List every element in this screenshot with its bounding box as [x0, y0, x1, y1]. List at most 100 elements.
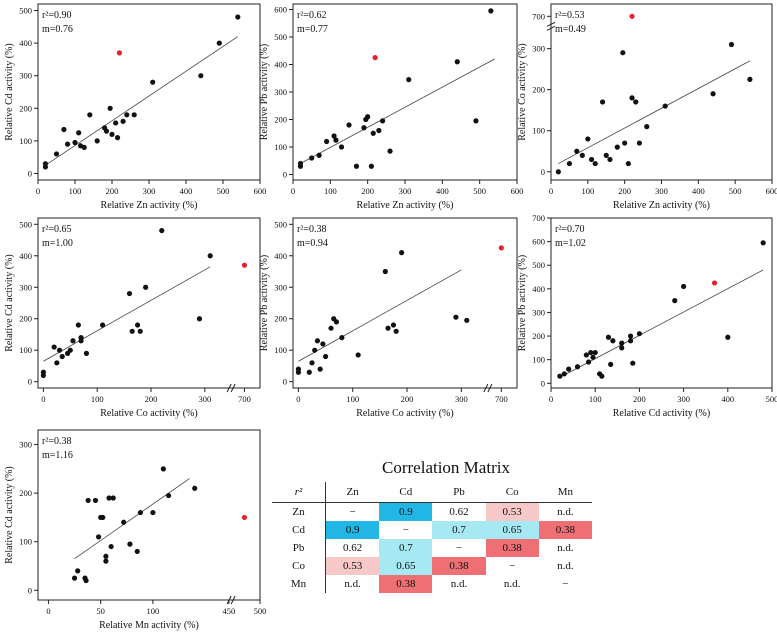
data-point	[309, 155, 315, 161]
data-point	[583, 352, 589, 358]
data-point	[473, 118, 479, 124]
y-axis-label: Relative Cd activity (%)	[4, 43, 15, 140]
plot-frame	[292, 217, 518, 389]
correlation-matrix: Correlation Matrix r² Zn Cd Pb Co Mn Zn …	[272, 458, 592, 593]
x-tick-label: 400	[180, 186, 193, 196]
data-point	[574, 364, 581, 370]
y-tick-label: 200	[532, 85, 545, 95]
data-point	[51, 344, 57, 350]
data-point	[42, 164, 49, 170]
y-tick-label: 100	[19, 136, 32, 146]
y-tick-label: 0	[28, 585, 32, 595]
data-point	[131, 112, 137, 118]
data-point	[100, 514, 106, 521]
matrix-row-co: Co 0.53 0.65 0.38 − n.d.	[272, 557, 592, 575]
data-point	[314, 338, 321, 344]
matrix-row-cd: Cd 0.9 − 0.7 0.65 0.38	[272, 521, 592, 539]
outlier-point	[372, 55, 378, 61]
r-squared-label: r²=0.38	[42, 436, 71, 447]
data-point	[83, 350, 90, 356]
data-point	[629, 95, 635, 101]
x-tick-label: 0	[41, 394, 45, 404]
matrix-col-co: Co	[485, 482, 539, 503]
x-axis-label: Relative Cd activity (%)	[613, 408, 710, 419]
y-tick-label: 400	[532, 284, 545, 294]
matrix-cell: n.d.	[503, 578, 521, 590]
y-axis-label: Relative Cd activity (%)	[4, 254, 15, 351]
y-tick-label: 100	[19, 537, 32, 547]
data-point	[124, 112, 130, 118]
data-point	[192, 485, 198, 491]
data-point	[339, 335, 345, 341]
y-tick-label: 0	[283, 170, 287, 180]
x-tick-label: 600	[766, 186, 777, 196]
data-point	[54, 360, 60, 366]
scatter-panel-d: 0 100 200 300 0 100 200 300 400 500 700 r²=0.65 m=1.…	[4, 217, 261, 419]
y-tick-label: 0	[28, 377, 32, 387]
y-tick-label: 100	[532, 126, 545, 136]
data-point	[109, 131, 115, 137]
y-tick-label: 0	[283, 377, 287, 387]
data-point	[113, 120, 119, 126]
matrix-cell: 0.65	[379, 557, 433, 575]
x-axis-label: Relative Mn activity (%)	[99, 620, 199, 631]
data-point	[159, 227, 165, 234]
data-point	[94, 138, 100, 144]
data-point	[390, 322, 397, 328]
y-tick-label: 700	[532, 213, 545, 223]
data-point	[137, 509, 143, 516]
regression-line	[45, 36, 239, 166]
y-tick-label: 100	[19, 345, 32, 355]
x-tick-label: 200	[618, 186, 631, 196]
matrix-col-pb: Pb	[432, 482, 486, 503]
x-tick-label: 450	[223, 606, 236, 616]
matrix-row-label: Co	[272, 557, 327, 575]
data-point	[592, 349, 598, 356]
data-point	[53, 151, 60, 157]
data-point	[662, 103, 668, 109]
outlier-point	[498, 245, 504, 251]
data-point	[75, 322, 81, 328]
matrix-row-label: Cd	[272, 521, 327, 539]
y-axis-label: Relative Pb activity (%)	[259, 44, 270, 140]
data-point	[56, 347, 63, 353]
x-tick-label: 300	[677, 394, 690, 404]
y-axis-label: Relative Co activity (%)	[517, 43, 528, 140]
data-point	[72, 139, 78, 146]
matrix-row-label: Zn	[272, 502, 327, 521]
matrix-cell: 0.62	[449, 506, 469, 518]
y-axis-break-mark	[546, 21, 556, 27]
data-point	[207, 253, 213, 259]
y-tick-label: 500	[532, 260, 545, 270]
x-tick-label: 0	[36, 186, 40, 196]
x-tick-label: 100	[589, 394, 602, 404]
x-tick-label: 0	[46, 606, 50, 616]
data-point	[103, 558, 109, 564]
outlier-point	[711, 280, 718, 286]
slope-label: m=0.77	[297, 24, 328, 35]
x-tick-label: 300	[399, 186, 412, 196]
data-point	[150, 509, 156, 516]
data-point	[393, 328, 399, 334]
y-tick-label: 300	[532, 307, 545, 317]
data-point	[134, 548, 140, 555]
y-tick-label: 600	[532, 237, 545, 247]
r-squared-label: r²=0.38	[297, 224, 326, 235]
x-tick-label: 100	[346, 394, 359, 404]
matrix-title: Correlation Matrix	[382, 458, 510, 477]
x-tick-label: 700	[495, 394, 508, 404]
data-point	[309, 360, 315, 366]
data-point	[614, 144, 620, 150]
data-point	[619, 340, 625, 346]
x-axis-label: Relative Zn activity (%)	[613, 200, 710, 211]
regression-line	[300, 58, 495, 164]
data-point	[579, 152, 585, 158]
matrix-header-row: r² Zn Cd Pb Co Mn	[272, 482, 592, 503]
x-tick-label: 200	[361, 186, 374, 196]
matrix-cell: n.d.	[557, 506, 574, 518]
data-point	[306, 369, 312, 375]
y-tick-label: 300	[19, 282, 32, 292]
outlier-point	[629, 13, 635, 19]
r-squared-label: r²=0.90	[42, 10, 71, 21]
data-point	[129, 328, 135, 334]
